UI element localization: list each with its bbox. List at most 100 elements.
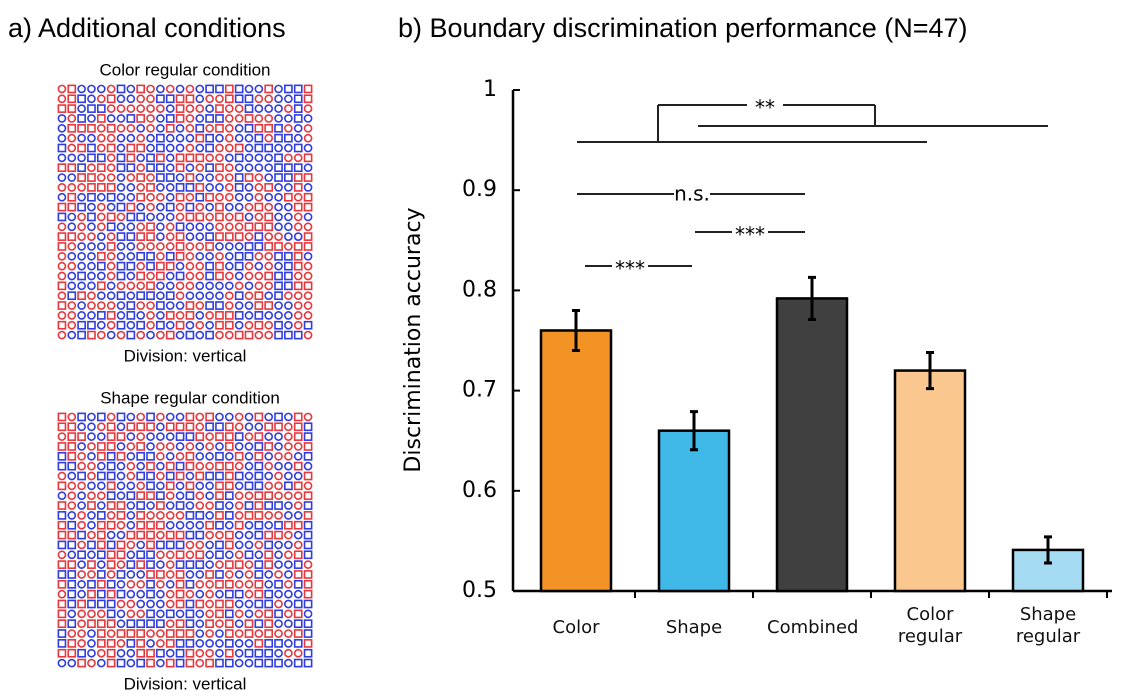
stimulus-cell: [185, 520, 195, 530]
stimulus-cell: [244, 579, 254, 589]
stimulus-cell: [205, 153, 214, 163]
stimulus-cell: [185, 291, 195, 301]
stimulus-cell: [77, 491, 86, 501]
stimulus-cell: [293, 570, 303, 579]
stimulus-cell: [165, 261, 175, 271]
stimulus-cell: [244, 550, 254, 560]
stimulus-cell: [146, 550, 155, 560]
stimulus-cell: [195, 261, 205, 271]
stimulus-cell: [106, 648, 116, 658]
stimulus-cell: [254, 222, 264, 232]
stimulus-cell: [156, 123, 165, 133]
stimulus-cell: [156, 540, 165, 550]
stimulus-cell: [244, 123, 254, 133]
stimulus-cell: [234, 520, 244, 530]
stimulus-cell: [57, 461, 67, 471]
stimulus-cell: [126, 261, 136, 271]
stimulus-cell: [284, 491, 293, 501]
significance-label: **: [755, 96, 775, 120]
stimulus-cell: [244, 281, 254, 291]
stimulus-cell: [215, 511, 224, 520]
stimulus-cell: [87, 461, 96, 471]
stimulus-cell: [234, 560, 244, 569]
stimulus-cell: [126, 114, 136, 123]
stimulus-cell: [234, 658, 244, 668]
stimulus-cell: [215, 84, 224, 94]
stimulus-cell: [156, 648, 165, 658]
stimulus-cell: [264, 301, 274, 310]
stimulus-cell: [293, 114, 303, 123]
stimulus-cell: [274, 658, 283, 668]
stimulus-cell: [87, 320, 96, 330]
stimulus-cell: [244, 291, 254, 301]
stimulus-cell: [205, 501, 214, 510]
stimulus-cell: [293, 442, 303, 451]
stimulus-cell: [215, 173, 224, 182]
stimulus-cell: [254, 271, 264, 281]
stimulus-cell: [185, 501, 195, 510]
stimulus-cell: [106, 153, 116, 163]
stimulus-cell: [195, 311, 205, 320]
stimulus-cell: [146, 133, 155, 143]
stimulus-cell: [185, 511, 195, 520]
stimulus-cell: [244, 320, 254, 330]
stimulus-cell: [146, 143, 155, 153]
stimulus-cell: [215, 422, 224, 432]
stimulus-cell: [274, 173, 283, 182]
stimulus-cell: [77, 192, 86, 202]
stimulus-cell: [224, 579, 234, 589]
stimulus-cell: [274, 301, 283, 310]
stimulus-cell: [156, 570, 165, 579]
stimulus-cell: [195, 609, 205, 619]
stimulus-cell: [234, 212, 244, 222]
stimulus-cell: [234, 461, 244, 471]
stimulus-cell: [195, 520, 205, 530]
stimulus-cell: [234, 301, 244, 310]
stimulus-cell: [244, 658, 254, 668]
stimulus-cell: [195, 143, 205, 153]
stimulus-cell: [195, 579, 205, 589]
stimulus-cell: [96, 471, 106, 481]
stimulus-cell: [215, 251, 224, 261]
stimulus-cell: [185, 570, 195, 579]
stimulus-cell: [185, 123, 195, 133]
stimulus-cell: [165, 579, 175, 589]
stimulus-cell: [244, 311, 254, 320]
stimulus-cell: [274, 133, 283, 143]
stimulus-cell: [57, 589, 67, 599]
stimulus-cell: [156, 481, 165, 491]
stimulus-cell: [67, 639, 77, 648]
stimulus-cell: [195, 511, 205, 520]
stimulus-cell: [215, 570, 224, 579]
stimulus-cell: [175, 143, 185, 153]
stimulus-cell: [205, 471, 214, 481]
stimulus-cell: [136, 442, 146, 451]
stimulus-cell: [175, 251, 185, 261]
stimulus-cell: [77, 432, 86, 441]
stimulus-cell: [274, 639, 283, 648]
stimulus-cell: [244, 442, 254, 451]
stimulus-cell: [284, 320, 293, 330]
stimulus-cell: [116, 501, 126, 510]
stimulus-cell: [303, 104, 313, 113]
stimulus-cell: [175, 242, 185, 251]
stimulus-cell: [96, 232, 106, 241]
stimulus-cell: [254, 501, 264, 510]
stimulus-cell: [293, 84, 303, 94]
stimulus-cell: [224, 471, 234, 481]
stimulus-cell: [234, 251, 244, 261]
stimulus-cell: [106, 261, 116, 271]
stimulus-cell: [185, 639, 195, 648]
stimulus-cell: [185, 281, 195, 291]
stimulus-cell: [303, 143, 313, 153]
stimulus-cell: [303, 629, 313, 638]
stimulus-cell: [106, 281, 116, 291]
stimulus-cell: [106, 609, 116, 619]
stimulus-cell: [224, 599, 234, 609]
stimulus-cell: [67, 560, 77, 569]
stimulus-cell: [185, 153, 195, 163]
stimulus-cell: [156, 222, 165, 232]
stimulus-cell: [293, 530, 303, 540]
stimulus-cell: [126, 471, 136, 481]
stimulus-cell: [274, 461, 283, 471]
